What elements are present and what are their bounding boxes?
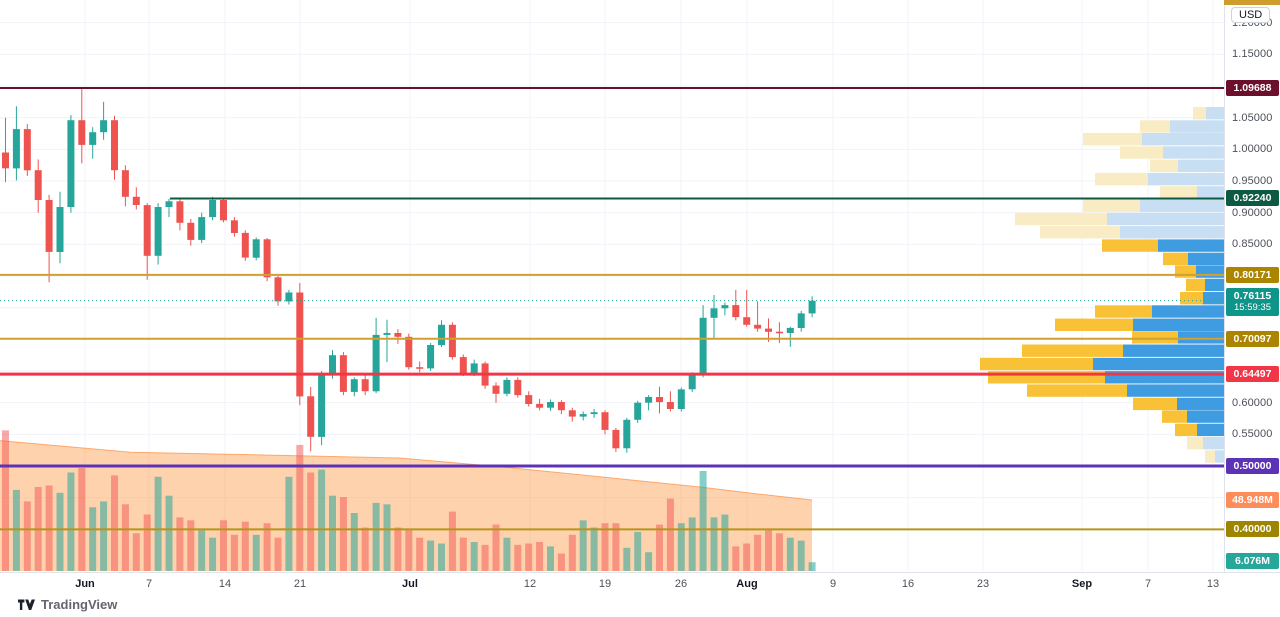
- price-tick-label: 0.95000: [1232, 175, 1273, 187]
- candles: [2, 87, 816, 453]
- time-tick-label: 7: [145, 578, 153, 590]
- time-tick-label: Sep: [1071, 578, 1093, 590]
- price-line-badge: 1.09688: [1226, 79, 1279, 96]
- price-tick-label: 1.00000: [1232, 143, 1273, 156]
- volume-ma-badge: 48.948M: [1226, 491, 1279, 508]
- time-tick-label: 16: [901, 578, 915, 590]
- time-tick-label: Aug: [736, 578, 758, 590]
- tradingview-icon: [18, 599, 35, 610]
- current-price-value: 0.76115: [1233, 289, 1272, 302]
- time-tick-label: 13: [1206, 578, 1220, 590]
- price-line-badge: 0.50000: [1226, 458, 1279, 474]
- price-lines[interactable]: [0, 86, 1224, 531]
- time-tick-label: 9: [829, 578, 837, 590]
- time-tick-label: 21: [293, 578, 307, 590]
- time-tick-label: Jun: [75, 578, 95, 590]
- price-line-badge: 0.80171: [1226, 266, 1279, 283]
- price-line-badge: 0.64497: [1226, 366, 1279, 383]
- price-line-badge: 0.70097: [1226, 330, 1279, 347]
- volume-bars: [2, 430, 816, 572]
- time-tick-label: 7: [1144, 578, 1152, 590]
- tradingview-logo[interactable]: TradingView: [18, 597, 117, 612]
- price-line-badge: 0.40000: [1226, 521, 1279, 538]
- price-tick-label: 0.60000: [1232, 396, 1273, 409]
- time-axis[interactable]: Jun 7 14 21 Jul 12 19 26 Aug 9 16 23 Sep 7 13: [0, 572, 1280, 594]
- price-tick-label: 1.15000: [1232, 48, 1273, 61]
- current-price-badge: 0.76115 15:59:35: [1226, 287, 1279, 316]
- price-tick-label: 0.90000: [1232, 206, 1273, 219]
- tradingview-watermark-text: TradingView: [41, 597, 118, 612]
- price-tick-label: 0.55000: [1232, 428, 1273, 441]
- volume-profile: [980, 107, 1224, 463]
- currency-button[interactable]: USD: [1231, 7, 1271, 23]
- time-tick-label: 26: [674, 578, 688, 590]
- price-tick-label: 1.05000: [1232, 111, 1273, 124]
- price-axis[interactable]: 1.200001.150001.100001.050001.000000.950…: [1224, 0, 1280, 572]
- time-tick-label: Jul: [402, 578, 418, 590]
- time-tick-label: 14: [218, 578, 232, 590]
- price-tick-label: 0.85000: [1232, 238, 1273, 251]
- bar-countdown: 15:59:35: [1234, 301, 1271, 313]
- time-tick-label: 19: [598, 578, 612, 590]
- time-tick-label: 23: [976, 578, 990, 590]
- time-tick-label: 12: [523, 578, 537, 590]
- topright-accent-bar: [1224, 0, 1280, 5]
- last-volume-badge: 6.076M: [1226, 553, 1279, 570]
- price-line-badge: 0.92240: [1226, 190, 1279, 207]
